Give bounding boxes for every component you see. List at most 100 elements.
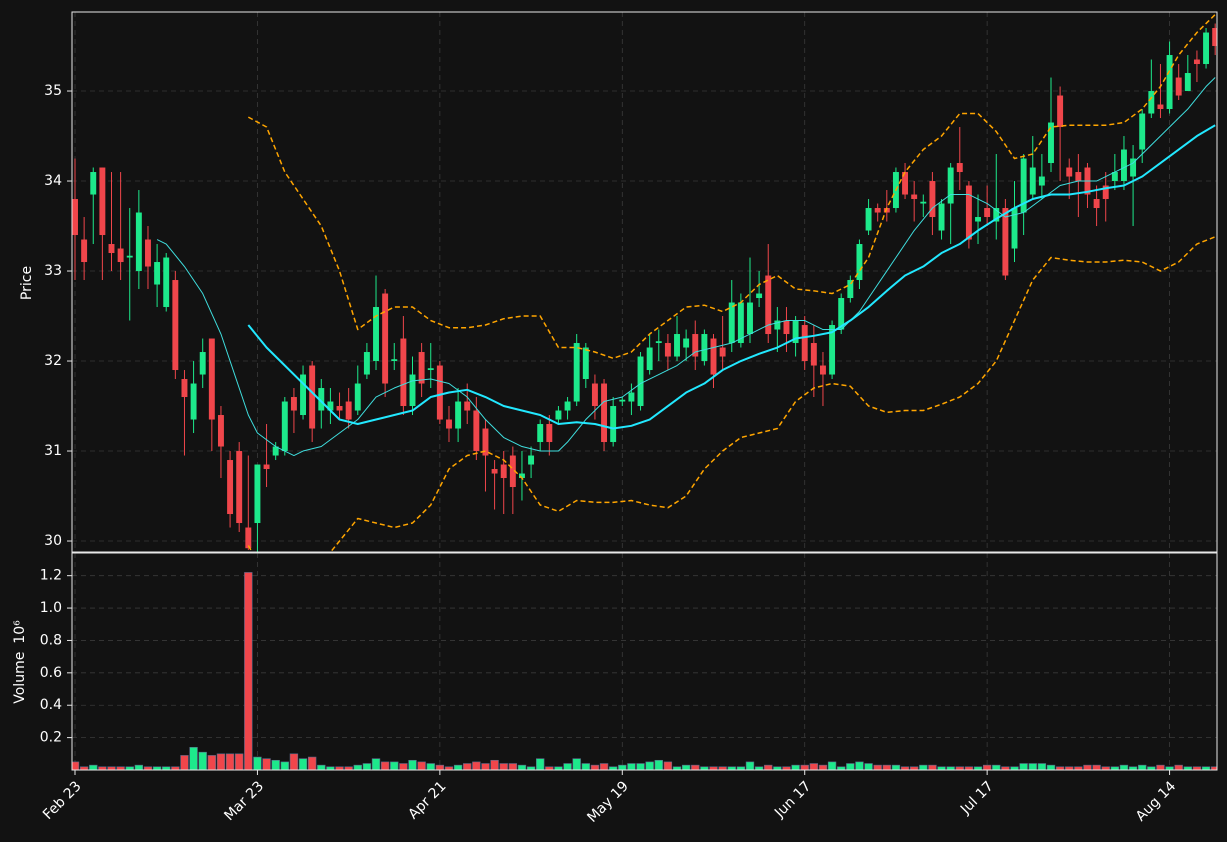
candle-body [1148,91,1155,114]
volume-bar [89,764,98,770]
candle-body [446,419,452,429]
candle-body [208,338,215,420]
volume-bar [1156,764,1165,770]
candle-body [1057,95,1064,128]
volume-bar [189,747,198,770]
candle-body [810,343,817,366]
price-axis-label: Price [19,266,35,300]
y-tick-label: 33 [44,263,62,279]
candle-body [1093,199,1100,209]
volume-bar [198,751,207,770]
candle-body [427,368,434,371]
candle-body [400,338,407,407]
candle-body [81,239,88,263]
candle-body [72,199,78,236]
candle-body [281,401,288,452]
candle-body [290,397,297,411]
candle-body [838,298,845,330]
candle-body [1193,59,1200,65]
candle-body [117,248,124,263]
y-tick-label: 0.6 [40,665,62,681]
candle-body [354,383,361,411]
volume-bar [453,764,463,770]
candle-body [728,302,735,344]
y-tick-label: 0.8 [40,632,62,648]
volume-bar [508,763,518,770]
candle-body [363,352,370,375]
candle-body [199,352,206,375]
candle-body [965,185,972,240]
candle-body [1102,185,1109,200]
candle-body [473,410,480,452]
candle-body [90,172,97,195]
volume-offset: 10⁶ [12,620,28,644]
candle-body [1139,113,1146,150]
volume-frame [71,552,1218,771]
volume-bar [499,763,508,770]
candle-body [108,244,115,254]
candle-body [236,451,243,524]
candle-body [1066,167,1073,177]
candle-body [637,356,644,407]
candle-body [801,325,808,362]
volume-bar [928,764,937,770]
candle-body [546,424,553,443]
candle-body [1166,55,1173,110]
volume-bar [691,764,700,770]
candle-body [783,320,790,335]
volume-bar [408,759,417,770]
volume-bar [864,763,873,770]
candle-body [1203,32,1210,65]
price-panel [72,12,1217,552]
volume-bar [1046,764,1056,770]
candle-body [975,217,981,222]
candle-body [254,464,261,524]
y-tick-label: 31 [44,443,62,459]
candle-body [1038,176,1045,186]
volume-bar [134,764,144,770]
candle-body [710,338,717,375]
candle-body [327,401,334,411]
candle-body [984,208,991,218]
candle-body [628,392,635,402]
candle-body [1002,208,1009,276]
volume-bar [818,764,828,770]
candle-body [391,359,398,362]
candle-body [272,446,279,456]
volume-bar [1138,764,1147,770]
volume-bar [1174,764,1183,770]
candle-body [591,383,598,407]
volume-bar [645,761,654,770]
volume-bar [72,761,80,770]
candle-body [181,379,188,398]
volume-bar [1037,763,1047,770]
volume-panel [72,553,1217,770]
volume-bar [371,758,381,770]
y-tick-label: 0.2 [40,730,62,746]
volume-bar [663,761,673,770]
volume-bar [581,763,590,770]
volume-bar [618,764,627,770]
candle-body [300,374,307,416]
candle-body [792,320,799,344]
volume-bar [873,764,882,770]
volume-bar [225,753,235,770]
volume-axis-label: Volume 10⁶ [12,620,28,704]
volume-bar [572,758,581,770]
candle-body [883,208,890,213]
candle-body [1212,28,1217,47]
candle-body [1029,167,1036,195]
overlay-line [156,77,1216,457]
volume-bar [681,764,691,770]
candle-body [564,401,571,411]
candle-body [217,415,224,447]
y-tick-label: 32 [44,353,62,369]
volume-bar [536,758,545,770]
volume-bar [636,763,645,770]
candle-body [601,383,608,443]
candle-body [619,399,626,402]
overlay-line [247,236,1216,552]
candle-body [99,167,106,236]
candle-body [920,201,927,204]
